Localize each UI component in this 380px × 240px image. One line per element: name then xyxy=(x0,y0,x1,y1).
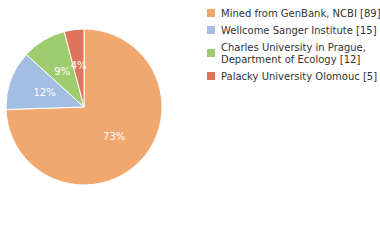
svg-text:73%: 73% xyxy=(103,131,125,142)
svg-text:Wellcome Sanger Institute [15]: Wellcome Sanger Institute [15] xyxy=(221,25,377,36)
svg-text:Mined from GenBank, NCBI [89]: Mined from GenBank, NCBI [89] xyxy=(221,8,380,19)
svg-text:Department of Ecology [12]: Department of Ecology [12] xyxy=(221,54,360,65)
svg-text:12%: 12% xyxy=(33,87,55,98)
svg-text:Charles University in Prague,: Charles University in Prague, xyxy=(221,42,369,53)
svg-text:4%: 4% xyxy=(71,60,87,71)
svg-text:9%: 9% xyxy=(54,66,70,77)
svg-text:Palacky University Olomouc [5]: Palacky University Olomouc [5] xyxy=(221,71,377,82)
